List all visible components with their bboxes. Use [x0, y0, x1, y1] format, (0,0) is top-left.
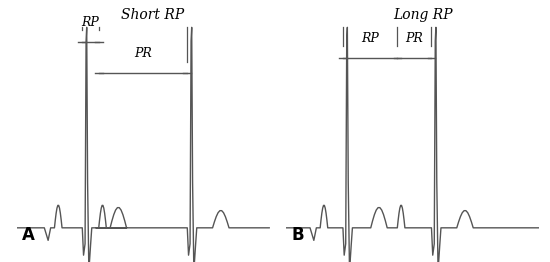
Text: PR: PR	[134, 47, 152, 60]
Text: Short RP: Short RP	[122, 8, 185, 22]
Text: B: B	[291, 226, 304, 244]
Text: RP: RP	[361, 31, 379, 45]
Text: PR: PR	[405, 31, 424, 45]
Text: A: A	[21, 226, 35, 244]
Text: Long RP: Long RP	[393, 8, 453, 22]
Text: RP: RP	[81, 16, 100, 29]
